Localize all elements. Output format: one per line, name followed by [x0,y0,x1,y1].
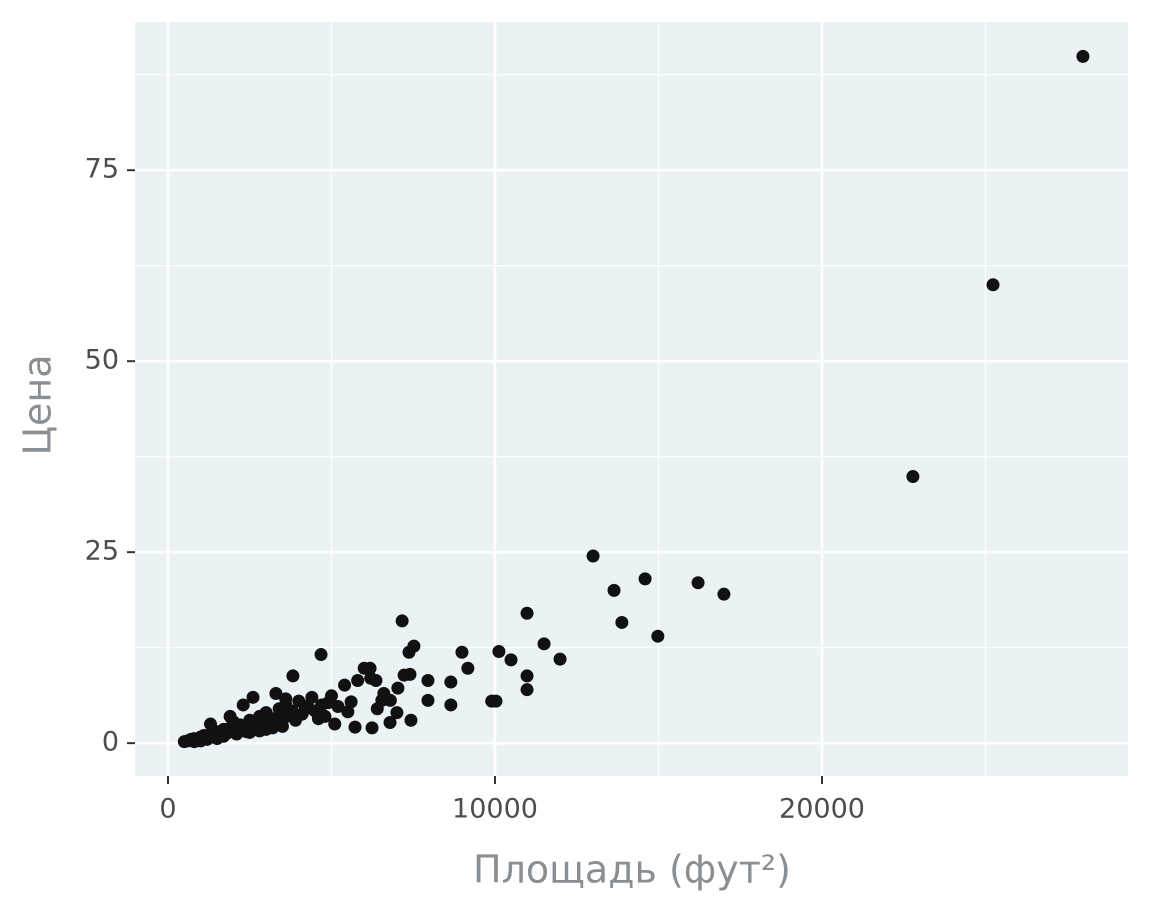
point [226,715,240,729]
point [395,614,409,628]
x-tick-label: 10000 [452,794,538,825]
plot-panel [135,22,1128,776]
point [302,701,316,715]
point [461,661,475,675]
point [351,674,365,688]
y-tick-label: 50 [85,345,119,376]
point [404,713,418,727]
point [331,699,345,713]
point [553,652,567,666]
point [365,721,379,735]
point [504,653,518,667]
point [357,661,371,675]
point [246,690,260,704]
point [489,694,503,708]
point [266,712,280,726]
point [421,693,435,707]
point [279,692,293,706]
point [986,278,1000,292]
point [286,669,300,683]
point [370,702,384,716]
point [520,669,534,683]
point [236,698,250,712]
point [586,549,600,563]
point [321,696,335,710]
point [403,667,417,681]
x-tick-label: 20000 [779,794,865,825]
point [344,695,358,709]
point [1076,49,1090,63]
point [390,706,404,720]
point [607,583,621,597]
point [338,678,352,692]
point [253,724,267,738]
point [638,572,652,586]
point [305,690,319,704]
point [328,717,342,731]
point [275,719,289,733]
y-tick-label: 75 [85,154,119,185]
point [906,470,920,484]
point [383,716,397,730]
point [402,645,416,659]
point [314,648,328,662]
point [269,686,283,700]
y-axis-title: Цена [16,354,60,455]
point [364,671,378,685]
point [311,712,325,726]
point [289,713,303,727]
y-tick-label: 25 [85,536,119,567]
point [187,735,201,749]
point [691,576,705,590]
point [421,674,435,688]
point [537,637,551,651]
point [651,629,665,643]
x-axis-title: Площадь (фут²) [473,848,791,892]
point [615,615,629,629]
point [444,698,458,712]
point [341,705,355,719]
y-tick-label: 0 [102,727,119,758]
point [230,727,244,741]
point [266,721,280,735]
point [348,720,362,734]
point [200,732,214,746]
point [391,681,405,695]
point [717,587,731,601]
point [217,729,231,743]
point [383,693,397,707]
point [520,606,534,620]
point [444,675,458,689]
point [455,645,469,659]
point [204,717,218,731]
point [239,725,253,739]
point [520,683,534,697]
point [492,644,506,658]
x-tick-label: 0 [159,794,176,825]
